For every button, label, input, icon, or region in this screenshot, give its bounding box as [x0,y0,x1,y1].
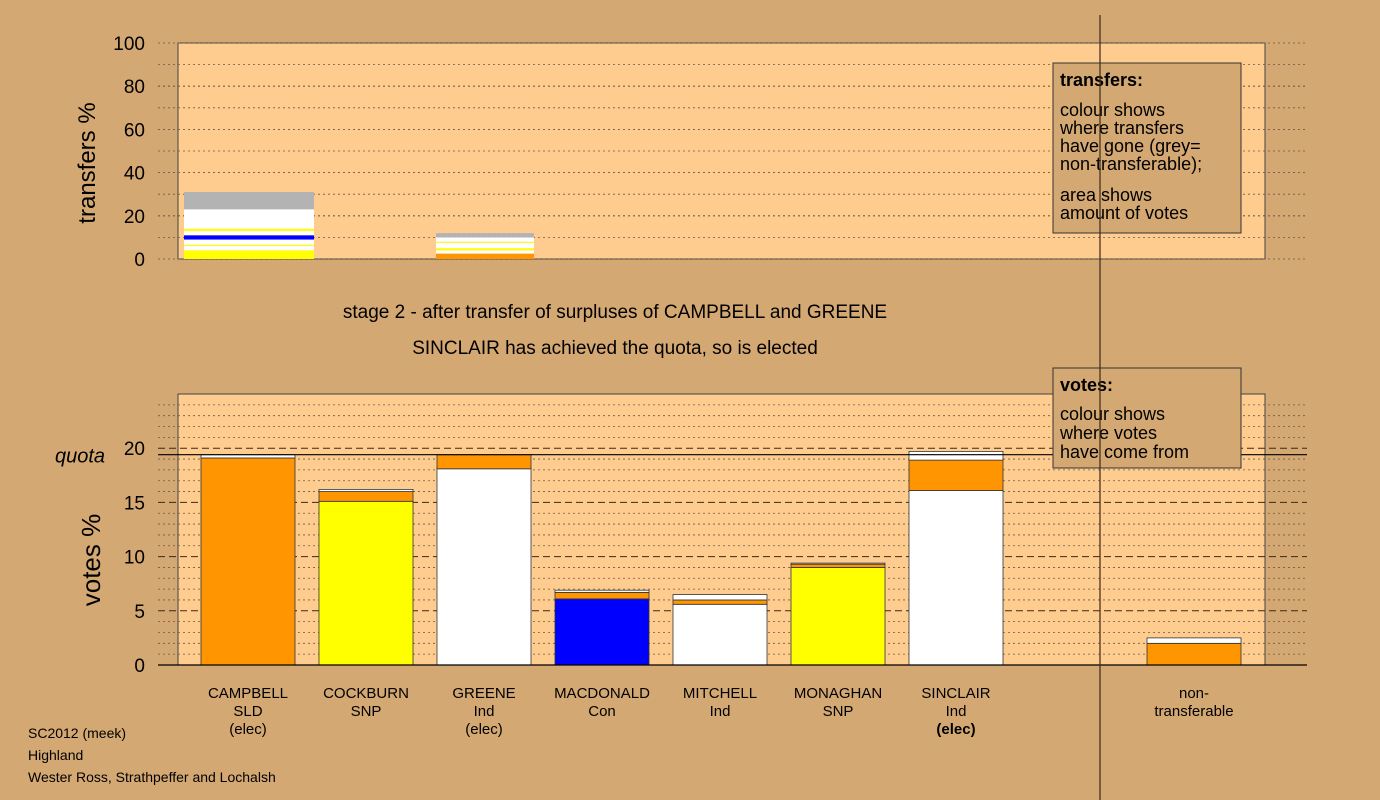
stage-title: stage 2 - after transfer of surpluses of… [343,302,887,323]
transfer-segment [184,228,314,231]
vote-segment [672,599,768,605]
transfers-y-axis-label: transfers % [74,102,101,223]
candidate-label: Ind [474,703,495,720]
vote-segment [318,488,414,492]
vote-segment [318,491,414,502]
vote-segment [790,567,886,666]
candidate-label: SLD [233,703,262,720]
transfers-y-ticks: 0 20 40 60 80 100 [113,34,145,271]
candidate-label: non- [1179,685,1209,702]
transfer-segment [436,253,534,259]
transfer-segment [436,250,534,254]
votes-legend-line: colour shows [1060,404,1165,424]
votes-legend-line: where votes [1059,423,1157,443]
vote-segment [790,563,886,568]
transfers-y-tick-label: 60 [124,120,145,141]
vote-segment [908,490,1004,666]
vote-segment [1146,642,1242,666]
votes-y-ticks: 0 5 10 15 20 [124,439,145,677]
candidate-label: MITCHELL [683,685,757,702]
transfers-legend-line: where transfers [1059,118,1184,138]
vote-segment [554,589,650,593]
transfer-segment [184,244,314,247]
vote-segment [436,454,532,470]
transfers-legend: transfers: colour shows where transfers … [1052,62,1242,234]
candidate-label: MACDONALD [554,685,650,702]
candidate-label: MONAGHAN [794,685,882,702]
transfer-segment [436,241,534,243]
candidate-label: SNP [351,703,382,720]
footer-line: Highland [28,747,83,763]
votes-legend: votes: colour shows where votes have com… [1052,367,1242,469]
transfer-segment [184,246,314,251]
vote-segment [318,500,414,666]
candidate-label: GREENE [452,685,515,702]
votes-legend-box [1052,367,1242,469]
candidate-label: Ind [946,703,967,720]
vote-segment [908,459,1004,491]
vote-segment [672,603,768,666]
transfers-legend-box [1052,62,1242,234]
vote-segment [554,598,650,666]
transfers-legend-line: non-transferable); [1060,154,1202,174]
votes-y-tick-label: 0 [134,656,145,677]
transfers-legend-line: amount of votes [1060,203,1188,223]
transfers-y-tick-label: 0 [134,250,145,271]
transfers-y-tick-label: 20 [124,207,145,228]
transfer-segment [436,242,534,249]
transfers-y-tick-label: 40 [124,164,145,185]
vote-segment [1146,637,1242,644]
candidate-label: transferable [1154,703,1233,720]
footer-line: SC2012 (meek) [28,725,126,741]
votes-bars [200,451,1242,666]
votes-legend-title: votes: [1060,375,1113,395]
vote-segment [908,451,1004,461]
candidate-label: (elec) [229,721,267,738]
candidate-label: Con [588,703,616,720]
vote-segment [200,457,296,666]
vote-segment [436,468,532,666]
candidate-label: Ind [710,703,731,720]
vote-segment [672,594,768,601]
transfer-segment [184,250,314,259]
vote-segment [790,562,886,565]
votes-y-tick-label: 15 [124,493,145,514]
votes-y-tick-label: 20 [124,439,145,460]
transfers-legend-line: have gone (grey= [1060,136,1201,156]
candidate-label: CAMPBELL [208,685,288,702]
votes-y-tick-label: 5 [134,602,145,623]
votes-legend-line: have come from [1060,442,1189,462]
footer-line: Wester Ross, Strathpeffer and Lochalsh [28,769,276,785]
transfer-segment [436,248,534,251]
candidate-label: (elec) [465,721,503,738]
quota-label: quota [55,446,105,468]
transfers-legend-line: area shows [1060,185,1152,205]
transfers-legend-line: colour shows [1060,100,1165,120]
candidate-label: SINCLAIR [921,685,990,702]
votes-x-labels: CAMPBELLSLD(elec)COCKBURNSNPGREENEInd(el… [208,685,1234,738]
transfer-segment [184,239,314,245]
candidate-label: COCKBURN [323,685,409,702]
transfers-bars [184,192,534,259]
votes-y-axis-label: votes % [76,514,106,607]
transfer-segment [436,233,534,238]
votes-y-tick-label: 10 [124,548,145,569]
transfer-segment [184,235,314,240]
candidate-label: (elec) [936,721,975,738]
transfer-segment [184,230,314,236]
stage-subtitle: SINCLAIR has achieved the quota, so is e… [412,338,818,359]
transfers-y-tick-label: 100 [113,34,145,55]
transfer-segment [184,209,314,229]
candidate-label: SNP [823,703,854,720]
vote-segment [554,591,650,600]
transfers-legend-title: transfers: [1060,70,1143,90]
transfers-grid [158,42,1307,260]
transfers-y-tick-label: 80 [124,77,145,98]
transfer-segment [436,237,534,242]
transfer-segment [184,192,314,210]
